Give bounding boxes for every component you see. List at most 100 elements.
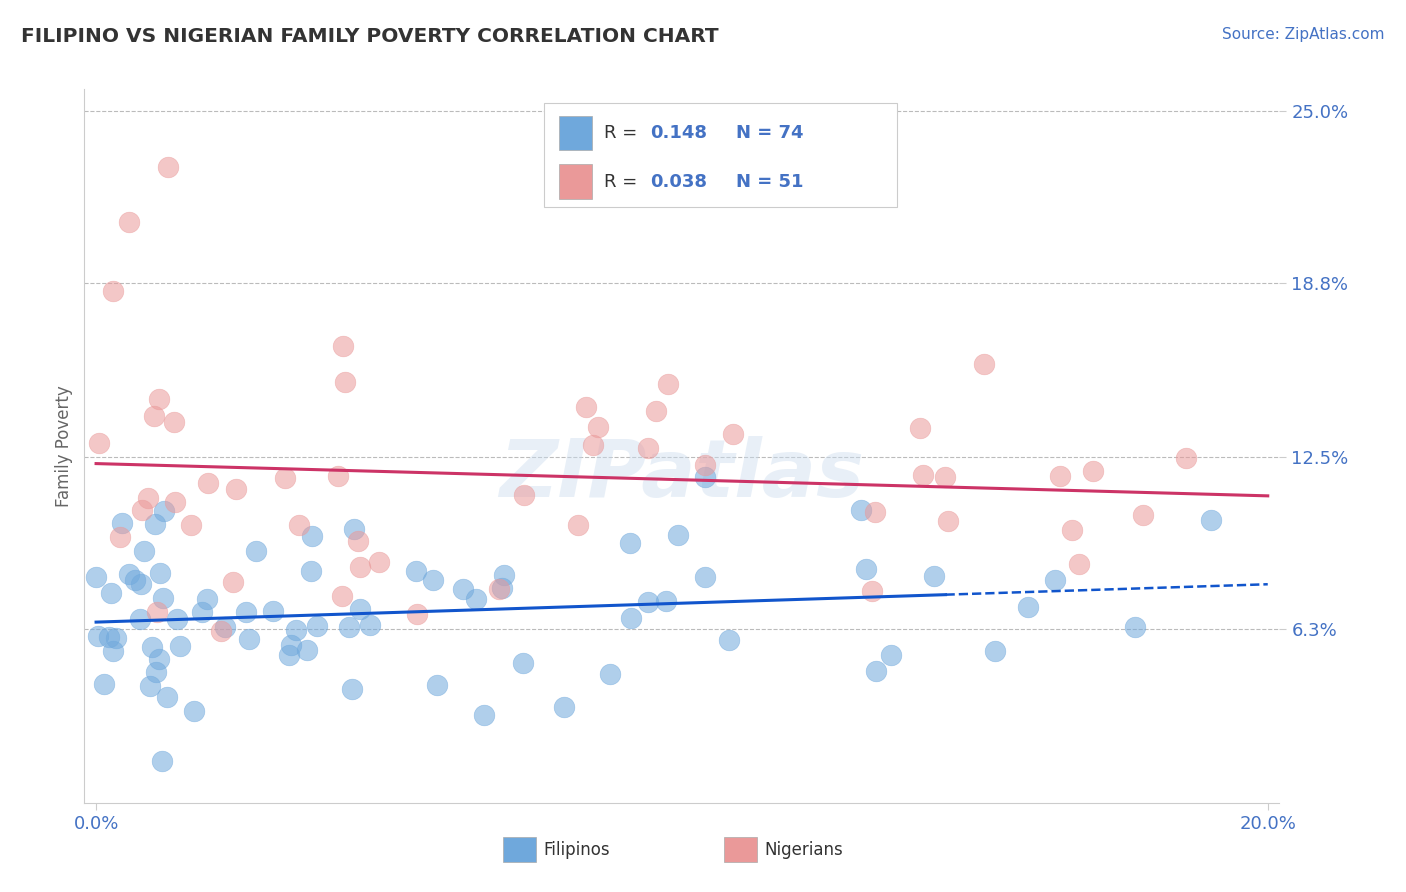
Text: Nigerians: Nigerians — [765, 840, 844, 858]
Point — [717, 632, 740, 647]
Point — [347, 534, 370, 549]
Point — [1043, 573, 1066, 587]
Point — [588, 420, 610, 434]
Point — [330, 589, 353, 603]
Point — [118, 215, 141, 229]
Point — [984, 644, 1007, 658]
Point — [855, 562, 877, 576]
Point — [163, 415, 186, 429]
Point — [156, 160, 179, 174]
Point — [301, 529, 323, 543]
Point — [136, 491, 159, 505]
Point — [451, 582, 474, 596]
Point — [337, 620, 360, 634]
Point — [163, 495, 186, 509]
Point — [492, 568, 515, 582]
Text: Source: ZipAtlas.com: Source: ZipAtlas.com — [1222, 27, 1385, 42]
Point — [340, 682, 363, 697]
Point — [148, 392, 170, 406]
Point — [695, 570, 717, 584]
Point — [180, 518, 202, 533]
Point — [654, 594, 676, 608]
Text: Filipinos: Filipinos — [543, 840, 610, 858]
Point — [349, 601, 371, 615]
Point — [567, 518, 589, 533]
Point — [285, 623, 308, 637]
Bar — [558, 116, 592, 150]
Point — [1049, 469, 1071, 483]
Point — [644, 404, 666, 418]
Point — [152, 591, 174, 606]
Point — [97, 631, 120, 645]
Point — [129, 577, 152, 591]
Point — [908, 421, 931, 435]
Point — [333, 375, 356, 389]
Point — [245, 544, 267, 558]
Point — [472, 707, 495, 722]
Y-axis label: Family Poverty: Family Poverty — [55, 385, 73, 507]
Point — [488, 582, 510, 596]
Point — [142, 409, 165, 423]
Point — [620, 611, 643, 625]
Point — [288, 518, 311, 533]
Point — [132, 544, 155, 558]
Point — [405, 607, 427, 622]
Point — [922, 569, 945, 583]
Point — [464, 591, 486, 606]
Point — [349, 560, 371, 574]
Point — [124, 573, 146, 587]
Point — [880, 648, 903, 663]
Point — [191, 605, 214, 619]
Text: R =: R = — [605, 124, 643, 142]
Point — [148, 652, 170, 666]
Point — [723, 426, 745, 441]
Point — [1199, 512, 1222, 526]
Point — [153, 504, 176, 518]
Point — [422, 574, 444, 588]
Text: N = 74: N = 74 — [735, 124, 803, 142]
Point — [657, 377, 679, 392]
Text: R =: R = — [605, 172, 643, 191]
Point — [101, 284, 124, 298]
Point — [86, 570, 108, 584]
Point — [359, 618, 381, 632]
Point — [128, 611, 150, 625]
Point — [148, 566, 170, 580]
Point — [89, 435, 111, 450]
Point — [491, 581, 513, 595]
Point — [332, 339, 354, 353]
Text: ZIPatlas: ZIPatlas — [499, 435, 865, 514]
Point — [235, 605, 257, 619]
Point — [367, 555, 389, 569]
Point — [238, 632, 260, 647]
Point — [195, 591, 218, 606]
Point — [111, 516, 134, 530]
Point — [1060, 523, 1083, 537]
Point — [280, 638, 302, 652]
Point — [262, 604, 284, 618]
Point — [637, 595, 659, 609]
Point — [1017, 599, 1039, 614]
Point — [169, 640, 191, 654]
Point — [695, 458, 717, 472]
Text: FILIPINO VS NIGERIAN FAMILY POVERTY CORRELATION CHART: FILIPINO VS NIGERIAN FAMILY POVERTY CORR… — [21, 27, 718, 45]
Point — [326, 468, 349, 483]
Text: N = 51: N = 51 — [735, 172, 803, 191]
Point — [938, 514, 960, 528]
Point — [307, 619, 329, 633]
Point — [1123, 620, 1146, 634]
Point — [166, 612, 188, 626]
Text: 0.038: 0.038 — [650, 172, 707, 191]
Point — [973, 357, 995, 371]
Point — [553, 699, 575, 714]
Point — [426, 678, 449, 692]
Point — [1132, 508, 1154, 522]
Bar — [724, 837, 758, 862]
Point — [118, 567, 141, 582]
Point — [183, 704, 205, 718]
Point — [860, 583, 883, 598]
Point — [156, 690, 179, 704]
Point — [87, 629, 110, 643]
Point — [146, 606, 169, 620]
Text: 0.148: 0.148 — [650, 124, 707, 142]
